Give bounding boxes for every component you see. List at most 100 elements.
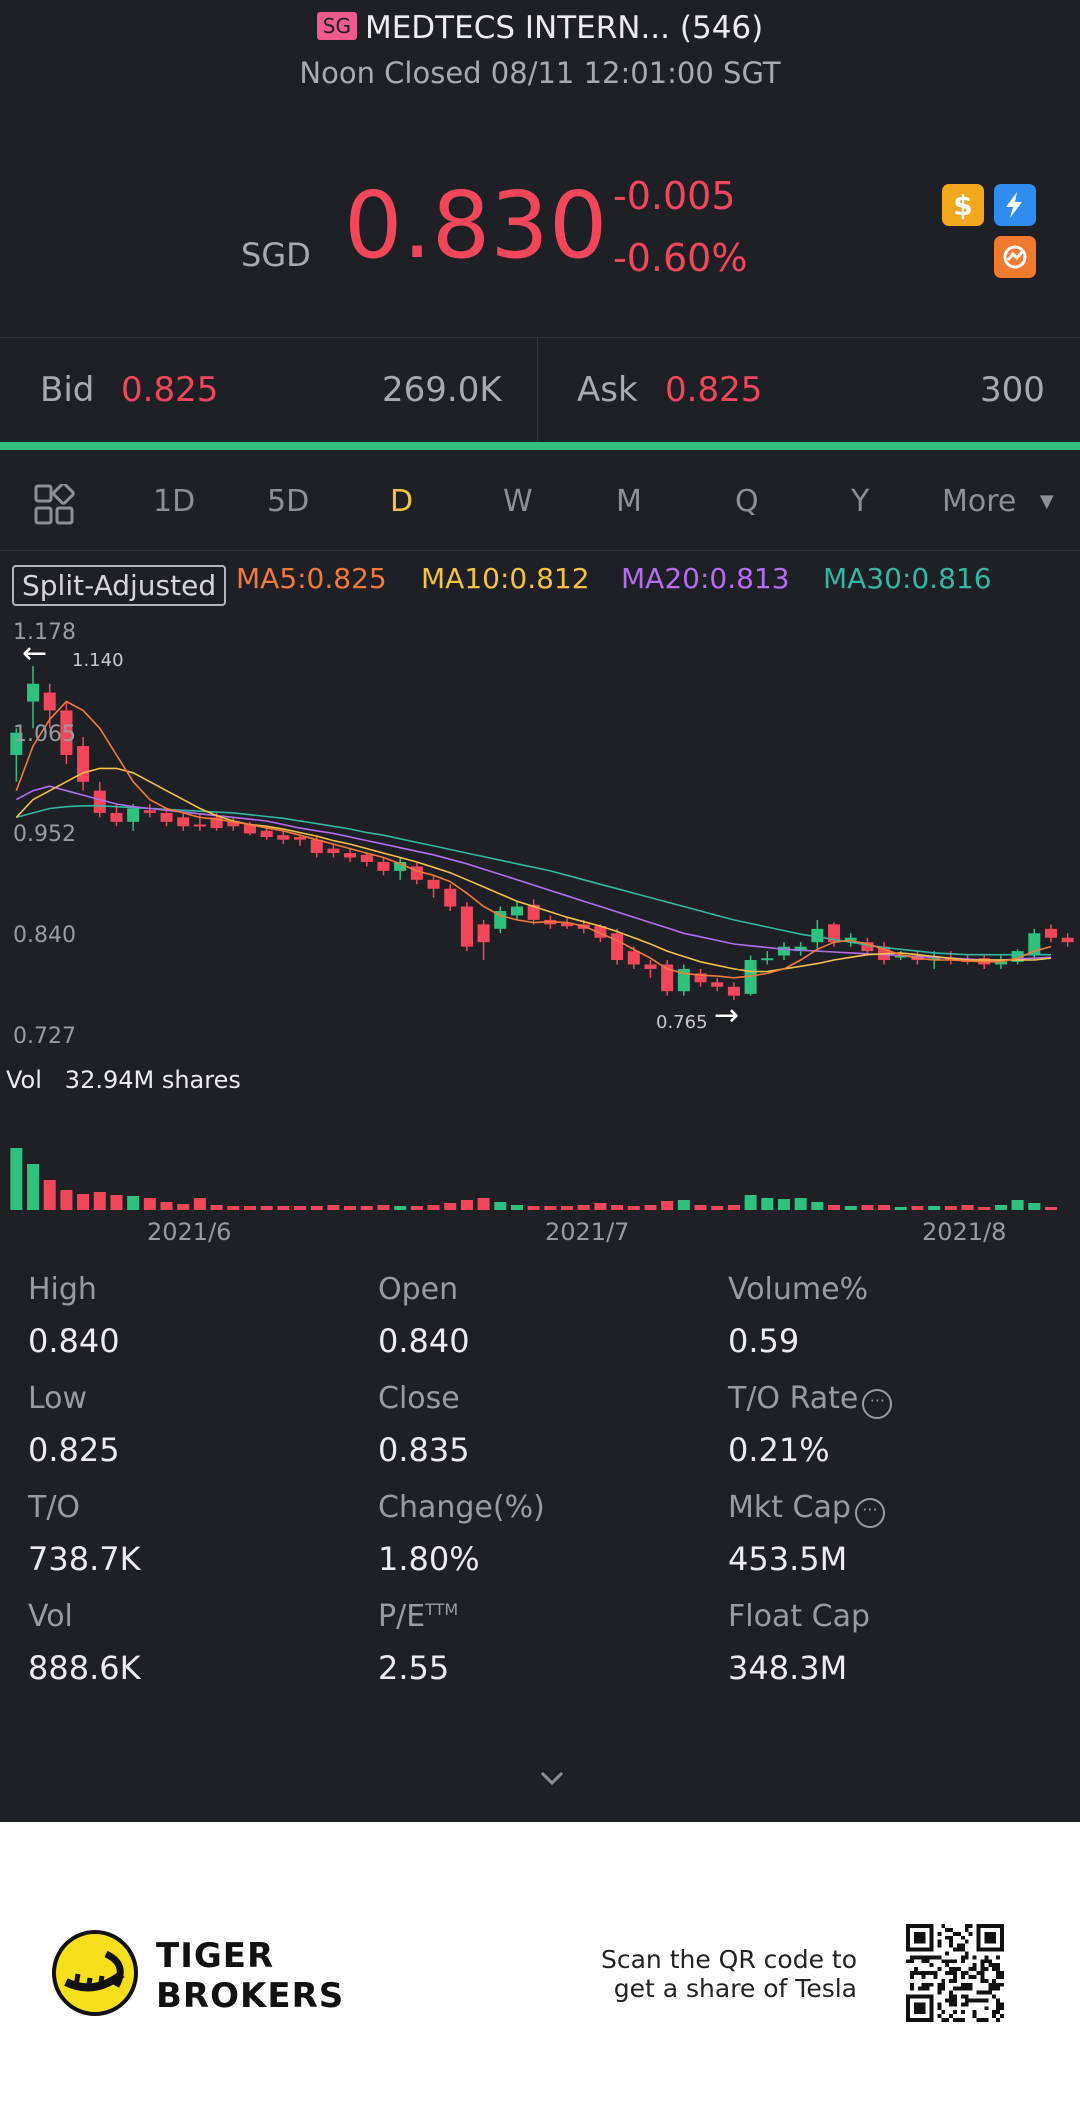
qr-caption-line2: get a share of Tesla	[613, 1974, 857, 2003]
candle-body	[727, 986, 740, 996]
candle-body	[93, 790, 106, 813]
stat-value: 0.21%	[728, 1431, 830, 1469]
candle-body	[444, 888, 457, 907]
stat-value: 1.80%	[378, 1540, 480, 1578]
tab-y[interactable]: Y	[851, 484, 870, 519]
stat-value: 0.835	[378, 1431, 470, 1469]
bid-label: Bid	[40, 370, 95, 410]
candle-body	[460, 906, 473, 947]
chart-layout-icon[interactable]	[34, 482, 76, 526]
expand-chevron-icon[interactable]	[537, 1763, 567, 1793]
y-tick-label: 1.065	[13, 722, 76, 747]
stat-value: 453.5M	[728, 1540, 848, 1578]
volume-bar	[460, 1200, 473, 1210]
candle-body	[110, 812, 123, 822]
candle-body	[27, 683, 40, 702]
arrow-left-icon: ←	[22, 636, 48, 671]
y-tick-label: 0.840	[13, 923, 76, 948]
candle-body	[193, 824, 206, 827]
tab-more[interactable]: More ▼	[942, 484, 1054, 519]
candle-body	[611, 933, 624, 961]
candle-body	[160, 812, 173, 822]
stat-label: Change(%)	[378, 1490, 545, 1525]
candle-body	[661, 964, 674, 992]
stat-value: 0.840	[28, 1322, 120, 1360]
candle-body	[310, 839, 323, 854]
options-icon[interactable]	[994, 236, 1036, 278]
y-tick-label: 0.727	[13, 1024, 76, 1049]
volume-bar	[344, 1206, 357, 1210]
candle-body	[77, 746, 90, 782]
candle-body	[894, 955, 907, 958]
volume-bar	[10, 1148, 23, 1210]
volume-bar	[994, 1205, 1007, 1210]
volume-bar	[561, 1206, 574, 1210]
tab-q[interactable]: Q	[735, 484, 759, 519]
lightning-badge-icon[interactable]	[994, 184, 1036, 226]
more-label: More	[942, 484, 1017, 519]
arrow-right-icon: →	[714, 998, 740, 1033]
x-tick-label: 2021/7	[545, 1218, 630, 1246]
candle-body	[861, 942, 874, 952]
volume-bar	[444, 1203, 457, 1210]
ma10-label: MA10:0.812	[421, 562, 590, 595]
candle-body	[527, 904, 540, 920]
tab-d[interactable]: D	[390, 484, 414, 519]
volume-bar	[260, 1206, 273, 1210]
candle-body	[627, 951, 640, 965]
volume-bar	[477, 1198, 490, 1210]
tab-w[interactable]: W	[503, 484, 533, 519]
last-price: 0.830	[344, 172, 608, 279]
volume-bar	[277, 1206, 290, 1210]
info-icon[interactable]: ···	[862, 1389, 893, 1419]
ma10-line	[15, 767, 1052, 973]
tab-m[interactable]: M	[616, 484, 642, 519]
volume-bar	[694, 1205, 707, 1210]
volume-bar	[410, 1206, 423, 1210]
candle-body	[510, 906, 523, 916]
market-status: Noon Closed 08/11 12:01:00 SGT	[299, 56, 781, 90]
stat-label: High	[28, 1272, 97, 1307]
x-tick-label: 2021/8	[922, 1218, 1007, 1246]
tab-1d[interactable]: 1D	[153, 484, 196, 519]
volume-bar	[844, 1206, 857, 1210]
stock-name: MEDTECS INTERN... (546)	[364, 10, 764, 46]
volume-bar	[27, 1164, 40, 1210]
candle-body	[1044, 928, 1057, 938]
stat-label: Mkt Cap ···	[728, 1490, 885, 1528]
volume-bar	[861, 1205, 874, 1210]
volume-bar	[177, 1204, 190, 1210]
volume-bar	[60, 1190, 73, 1210]
ask-label: Ask	[577, 370, 638, 410]
split-adjusted-button[interactable]: Split-Adjusted	[12, 565, 227, 606]
volume-label: Vol 32.94M shares	[6, 1066, 241, 1094]
volume-bar	[944, 1206, 957, 1210]
dollar-icon[interactable]: $	[942, 184, 984, 226]
stock-title: SG MEDTECS INTERN... (546)	[0, 10, 1080, 46]
volume-bar	[394, 1206, 407, 1210]
candle-body	[143, 810, 156, 813]
candle-body	[427, 879, 440, 889]
market-badge: SG	[316, 12, 357, 40]
tiger-logo	[52, 1930, 138, 2016]
candle-body	[561, 922, 574, 927]
period-tabs: 1D 5D D W M Q Y More ▼	[0, 470, 1080, 536]
volume-bar	[127, 1196, 140, 1210]
ma20-label: MA20:0.813	[621, 562, 790, 595]
currency-label: SGD	[241, 236, 311, 274]
volume-bar	[577, 1205, 590, 1210]
price-chart[interactable]	[0, 600, 1080, 1260]
stat-value: 888.6K	[28, 1649, 141, 1687]
volume-bar	[243, 1206, 256, 1210]
stat-value: 0.825	[28, 1431, 120, 1469]
tab-5d[interactable]: 5D	[267, 484, 310, 519]
candle-body	[811, 928, 824, 943]
volume-bar	[1011, 1200, 1024, 1210]
volume-bar	[961, 1205, 974, 1210]
candle-body	[243, 824, 256, 834]
info-icon[interactable]: ···	[854, 1498, 885, 1528]
volume-bar	[978, 1207, 991, 1210]
volume-value: 32.94M shares	[64, 1066, 241, 1094]
volume-bar	[828, 1205, 841, 1210]
y-tick-label: 0.952	[13, 822, 76, 847]
